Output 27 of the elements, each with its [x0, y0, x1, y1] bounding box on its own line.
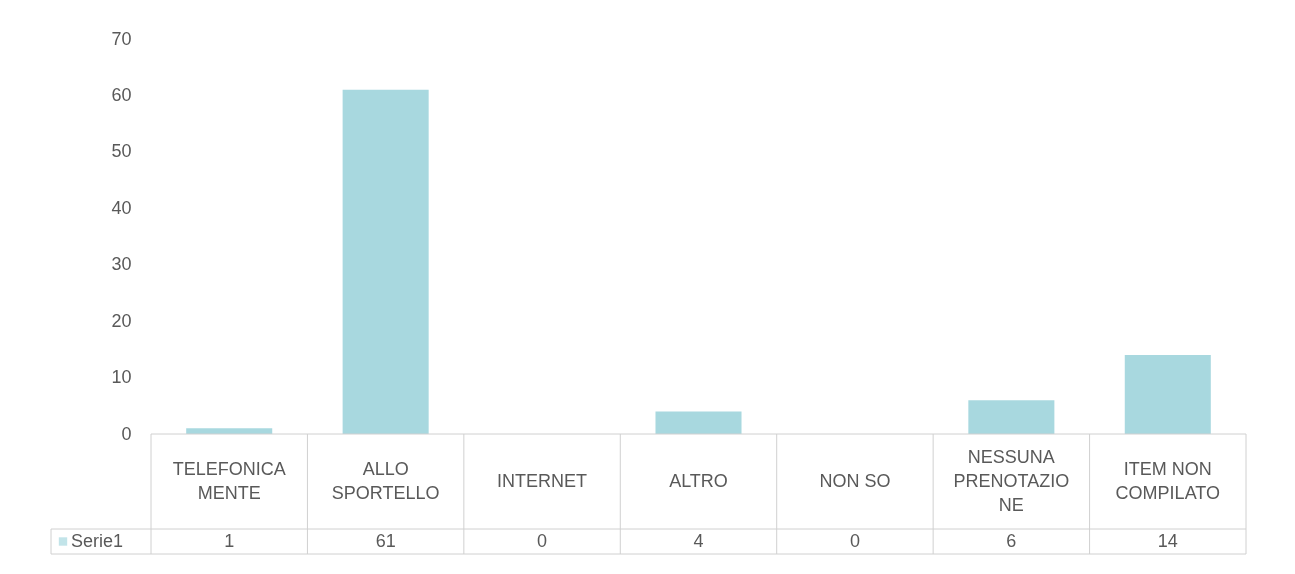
x-tick-label: TELEFONICAMENTE: [172, 458, 286, 503]
data-label: 0: [537, 530, 548, 551]
x-tick-label: ITEM NON COMPILATO: [1115, 458, 1220, 503]
data-label: 4: [693, 530, 704, 551]
data-label: 14: [1157, 530, 1178, 551]
bar: [1124, 355, 1211, 434]
legend-label: Serie1: [71, 530, 124, 551]
y-tick-label: 60: [111, 84, 132, 105]
y-tick-label: 70: [111, 28, 132, 49]
x-tick-label: ALTRO: [669, 470, 728, 491]
y-tick-label: 20: [111, 310, 132, 331]
y-tick-label: 50: [111, 141, 132, 162]
data-label: 61: [375, 530, 396, 551]
bar: [342, 89, 429, 434]
y-tick-label: 40: [111, 197, 132, 218]
y-tick-label: 10: [111, 367, 132, 388]
bar: [968, 400, 1055, 434]
y-tick-label: 30: [111, 254, 132, 275]
x-tick-label: NON SO: [819, 470, 891, 491]
data-label: 0: [849, 530, 860, 551]
bar: [655, 411, 742, 434]
x-tick-label: NESSUNA PRENOTAZIONE: [953, 446, 1070, 515]
x-tick-label: INTERNET: [497, 470, 588, 491]
y-tick-label: 0: [121, 423, 132, 444]
data-label: 1: [224, 530, 235, 551]
x-tick-label: ALLO SPORTELLO: [331, 458, 440, 503]
data-label: 6: [1006, 530, 1017, 551]
